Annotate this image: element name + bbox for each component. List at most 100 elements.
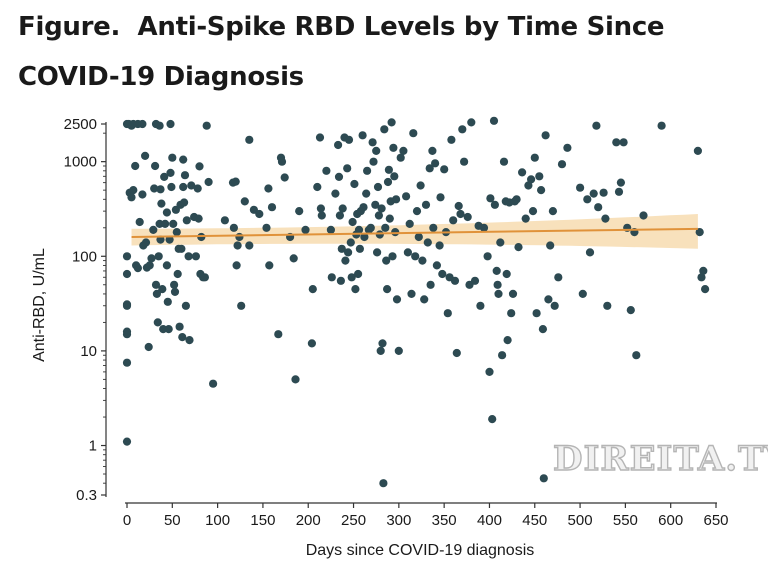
data-point [619,138,628,147]
data-point [337,244,346,253]
data-point [307,339,316,348]
data-point [231,177,240,186]
data-point [362,189,371,198]
data-point [157,199,166,208]
data-point [470,276,480,285]
data-point [697,273,706,282]
data-point [524,181,533,190]
data-point [594,203,603,212]
data-point [463,212,472,222]
data-point [514,243,523,252]
data-point [122,252,132,261]
data-point [372,146,381,155]
data-point [493,280,502,289]
y-axis-label: Anti-RBD, U/mL [31,248,48,362]
x-tick-label: 300 [386,512,411,529]
x-tick-label: 100 [205,512,230,529]
trend-line [131,227,698,238]
data-point [167,182,176,192]
data-point [313,182,322,192]
data-point [411,252,420,261]
data-point [168,153,177,162]
data-point [135,217,144,227]
data-point [416,181,425,190]
data-point [414,232,423,242]
data-point [391,228,400,237]
data-point [428,146,437,155]
data-point [537,186,546,195]
data-point [151,280,161,289]
data-point [182,216,191,225]
x-tick-label: 350 [432,512,457,529]
data-point [155,121,164,130]
data-point [346,238,355,247]
data-point [341,256,350,265]
data-point [335,211,344,220]
data-point [122,437,132,446]
data-point [399,146,408,155]
data-point [154,252,163,261]
data-point [409,129,418,138]
data-point [376,346,385,355]
data-point [421,200,431,209]
data-point [133,264,142,273]
data-point [315,133,325,142]
data-point [503,336,512,345]
data-point [550,301,559,310]
data-point [527,175,536,184]
data-point [331,189,340,198]
data-point [184,252,193,261]
data-point [431,159,440,168]
data-point [488,415,497,424]
data-point [172,228,181,237]
data-point [585,248,595,257]
data-point [144,342,153,352]
data-point [354,225,364,234]
data-point [355,244,364,253]
data-point [354,269,363,279]
figure-label: Figure. [18,12,121,42]
data-point [373,248,382,257]
data-point [626,306,635,315]
data-point [145,261,154,270]
data-point [235,232,244,242]
data-point [371,200,380,209]
y-tick-label: 2500 [64,116,97,133]
data-point [499,157,509,166]
data-point [200,273,209,282]
data-point [147,254,156,263]
data-point [141,151,150,160]
data-point [489,116,499,125]
data-point [122,358,132,367]
data-point [165,235,174,244]
data-point [153,318,162,327]
y-tick-label: 0.3 [76,487,97,504]
data-point [348,217,357,227]
y-tick-label: 1000 [64,154,97,171]
data-point [384,165,393,174]
data-point [156,185,165,194]
data-point [162,208,171,217]
data-point [426,280,435,289]
data-point [385,214,394,223]
data-point [162,261,171,270]
data-point [599,188,608,197]
data-point [373,182,383,192]
data-point [277,157,287,166]
data-point [308,285,317,294]
data-point [601,214,610,223]
x-tick-label: 400 [477,512,502,529]
data-point [438,269,447,279]
figure-title: Figure. Anti-Spike RBD Levels by Time Si… [18,2,758,102]
data-point [521,214,530,223]
data-point [449,216,458,225]
data-point [412,207,422,216]
data-point [245,241,254,250]
data-point [450,276,460,285]
data-point [528,207,538,216]
data-point [267,203,277,212]
data-point [173,269,182,279]
data-point [492,266,501,275]
data-point [612,138,621,147]
